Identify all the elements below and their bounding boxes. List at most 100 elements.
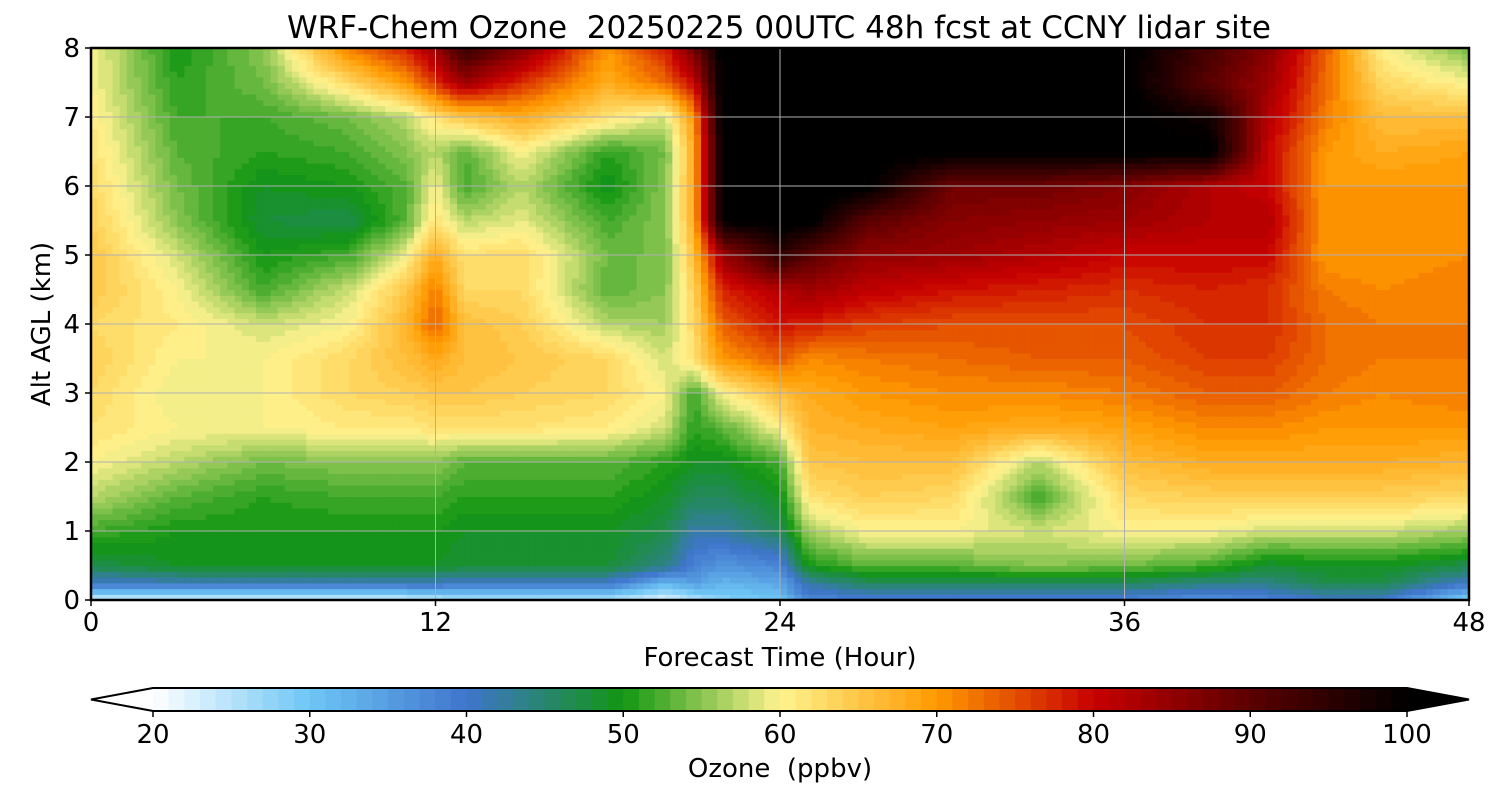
heatmap-cell (629, 583, 637, 589)
heatmap-cell (148, 520, 156, 526)
heatmap-cell (1060, 451, 1068, 457)
heatmap-cell (1096, 566, 1104, 572)
heatmap-cell (1218, 543, 1226, 549)
heatmap-cell (608, 577, 616, 583)
heatmap-cell (1017, 560, 1025, 566)
heatmap-cell (1419, 554, 1427, 560)
heatmap-cell (1376, 566, 1384, 572)
heatmap-cell (751, 554, 759, 560)
heatmap-cell (407, 537, 415, 543)
heatmap-cell (1053, 548, 1061, 554)
heatmap-cell (385, 468, 393, 474)
heatmap-cell (514, 571, 522, 577)
heatmap-cell (550, 577, 558, 583)
heatmap-cell (1254, 543, 1262, 549)
heatmap-cell (292, 566, 300, 572)
heatmap-cell (952, 491, 960, 497)
heatmap-cell (981, 508, 989, 514)
heatmap-cell (809, 497, 817, 503)
heatmap-cell (127, 508, 135, 514)
heatmap-cell (751, 537, 759, 543)
heatmap-cell (421, 520, 429, 526)
heatmap-cell (1132, 531, 1140, 537)
heatmap-cell (321, 571, 329, 577)
heatmap-cell (113, 566, 121, 572)
heatmap-cell (586, 451, 594, 457)
heatmap-cell (378, 508, 386, 514)
heatmap-cell (407, 560, 415, 566)
heatmap-cell (723, 479, 731, 485)
heatmap-cell (141, 571, 149, 577)
heatmap-cell (1002, 531, 1010, 537)
heatmap-cell (105, 445, 113, 451)
heatmap-cell (113, 554, 121, 560)
heatmap-cell (292, 543, 300, 549)
heatmap-cell (945, 485, 953, 491)
heatmap-cell (687, 531, 695, 537)
heatmap-cell (1455, 589, 1463, 595)
heatmap-cell (651, 468, 659, 474)
heatmap-cell (407, 474, 415, 480)
heatmap-cell (1203, 462, 1211, 468)
heatmap-cell (313, 589, 321, 595)
heatmap-cell (1017, 577, 1025, 583)
heatmap-cell (1046, 502, 1054, 508)
heatmap-cell (184, 531, 192, 537)
heatmap-cell (1211, 497, 1219, 503)
heatmap-cell (428, 583, 436, 589)
heatmap-cell (723, 508, 731, 514)
heatmap-cell (1218, 554, 1226, 560)
heatmap-cell (148, 491, 156, 497)
heatmap-cell (694, 474, 702, 480)
heatmap-cell (1096, 479, 1104, 485)
heatmap-cell (249, 571, 257, 577)
heatmap-cell (830, 485, 838, 491)
heatmap-cell (227, 451, 235, 457)
heatmap-cell (1060, 520, 1068, 526)
heatmap-cell (105, 531, 113, 537)
heatmap-cell (127, 451, 135, 457)
heatmap-cell (572, 548, 580, 554)
heatmap-cell (787, 508, 795, 514)
heatmap-cell (1160, 491, 1168, 497)
heatmap-cell (1225, 548, 1233, 554)
heatmap-cell (888, 485, 896, 491)
heatmap-cell (629, 514, 637, 520)
heatmap-cell (1275, 531, 1283, 537)
heatmap-cell (558, 543, 566, 549)
heatmap-cell (1304, 566, 1312, 572)
heatmap-cell (701, 543, 709, 549)
heatmap-cell (1247, 577, 1255, 583)
heatmap-cell (1404, 462, 1412, 468)
heatmap-cell (751, 497, 759, 503)
heatmap-cell (1074, 543, 1082, 549)
heatmap-cell (1002, 577, 1010, 583)
heatmap-cell (292, 451, 300, 457)
heatmap-cell (550, 583, 558, 589)
heatmap-cell (1412, 589, 1420, 595)
heatmap-cell (1089, 451, 1097, 457)
heatmap-cell (184, 514, 192, 520)
heatmap-cell (493, 520, 501, 526)
heatmap-cell (479, 514, 487, 520)
heatmap-cell (213, 543, 221, 549)
heatmap-cell (213, 520, 221, 526)
heatmap-cell (1325, 543, 1333, 549)
heatmap-cell (608, 543, 616, 549)
heatmap-cell (1261, 485, 1269, 491)
heatmap-cell (278, 468, 286, 474)
heatmap-cell (694, 577, 702, 583)
heatmap-cell (644, 462, 652, 468)
heatmap-cell (1110, 479, 1118, 485)
heatmap-cell (866, 479, 874, 485)
heatmap-cell (1053, 520, 1061, 526)
heatmap-cell (1455, 462, 1463, 468)
heatmap-cell (794, 485, 802, 491)
heatmap-cell (1433, 566, 1441, 572)
heatmap-cell (1447, 451, 1455, 457)
heatmap-cell (845, 566, 853, 572)
heatmap-cell (464, 497, 472, 503)
heatmap-cell (687, 468, 695, 474)
heatmap-cell (1024, 451, 1032, 457)
heatmap-cell (924, 462, 932, 468)
